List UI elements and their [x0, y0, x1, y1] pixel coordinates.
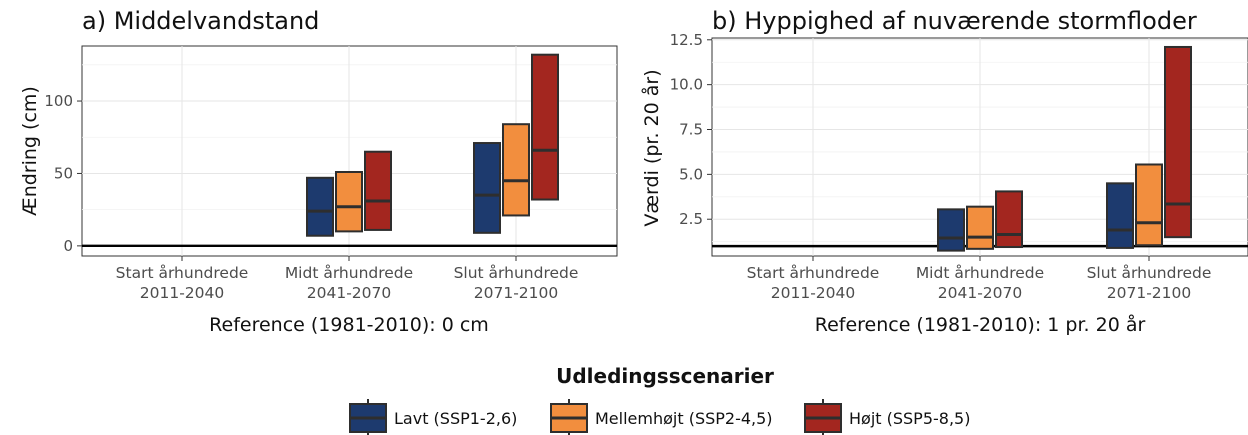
legend-item: Lavt (SSP1-2,6)	[349, 399, 517, 435]
x-tick-label-line1: Slut århundrede	[454, 264, 579, 282]
x-tick-label-line1: Start århundrede	[747, 264, 880, 282]
panel-b-x-ticks: Start århundrede 2011-2040 Midt århundrede…	[747, 256, 1212, 302]
y-tick-label: 100	[44, 92, 73, 110]
range-bar	[335, 171, 363, 233]
range-bar	[966, 205, 994, 250]
panel-a-title: a) Middelvandstand	[82, 7, 319, 35]
y-tick-label: 0	[63, 237, 73, 255]
panel-b-bars	[937, 45, 1192, 252]
range-bar	[937, 208, 965, 252]
legend-title: Udledingsscenarier	[556, 364, 774, 388]
x-tick-label-line2: 2071-2100	[1107, 284, 1192, 302]
y-tick-label: 7.5	[679, 121, 703, 139]
x-tick-label-line2: 2011-2040	[140, 284, 225, 302]
range-bar	[1106, 182, 1134, 249]
legend-item-label: Lavt (SSP1-2,6)	[394, 409, 517, 428]
panel-a-x-ticks: Start århundrede 2011-2040 Midt århundrede…	[116, 256, 579, 302]
panel-b-y-axis-label: Værdi (pr. 20 år)	[640, 69, 663, 226]
range-bar	[473, 142, 501, 234]
y-tick-label: 12.5	[670, 31, 703, 49]
x-tick-label-line2: 2011-2040	[771, 284, 856, 302]
panel-a-bars	[306, 53, 559, 237]
y-tick-label: 2.5	[679, 210, 703, 228]
range-bar	[531, 53, 559, 201]
legend-items: Lavt (SSP1-2,6) Mellemhøjt (SSP2-4,5) Højt…	[349, 399, 970, 435]
range-bar	[306, 176, 334, 237]
x-tick-label-line1: Midt århundrede	[285, 264, 413, 282]
legend-item-label: Højt (SSP5-8,5)	[849, 409, 970, 428]
panel-a-y-axis-label: Ændring (cm)	[19, 86, 41, 216]
x-tick-label-line1: Start århundrede	[116, 264, 249, 282]
panel-b-x-axis-label: Reference (1981-2010): 1 pr. 20 år	[815, 313, 1146, 336]
x-tick-label-line1: Slut århundrede	[1087, 264, 1212, 282]
range-bar	[1164, 45, 1192, 239]
legend-item-label: Mellemhøjt (SSP2-4,5)	[595, 409, 773, 428]
legend-item: Mellemhøjt (SSP2-4,5)	[550, 399, 773, 435]
y-tick-label: 50	[54, 164, 73, 182]
x-tick-label-line2: 2071-2100	[474, 284, 559, 302]
panel-b: b) Hyppighed af nuværende stormfloder 2.…	[640, 7, 1248, 336]
range-bar	[1135, 163, 1163, 247]
range-bar	[364, 150, 392, 231]
range-bar	[502, 123, 530, 217]
x-tick-label-line2: 2041-2070	[307, 284, 392, 302]
x-tick-label-line2: 2041-2070	[938, 284, 1023, 302]
legend-item: Højt (SSP5-8,5)	[804, 399, 970, 435]
x-tick-label-line1: Midt århundrede	[916, 264, 1044, 282]
panel-a: a) Middelvandstand 0 50 100 Start århundre…	[19, 7, 618, 336]
legend: Udledingsscenarier Lavt (SSP1-2,6) Mellem…	[349, 364, 970, 435]
panel-a-y-ticks: 0 50 100	[44, 92, 82, 255]
panel-b-y-ticks: 2.5 5.0 7.5 10.0 12.5	[670, 31, 712, 228]
range-bar	[995, 190, 1023, 249]
panel-a-x-axis-label: Reference (1981-2010): 0 cm	[209, 314, 489, 336]
y-tick-label: 5.0	[679, 165, 703, 183]
panel-b-title: b) Hyppighed af nuværende stormfloder	[712, 7, 1197, 35]
y-tick-label: 10.0	[670, 76, 703, 94]
